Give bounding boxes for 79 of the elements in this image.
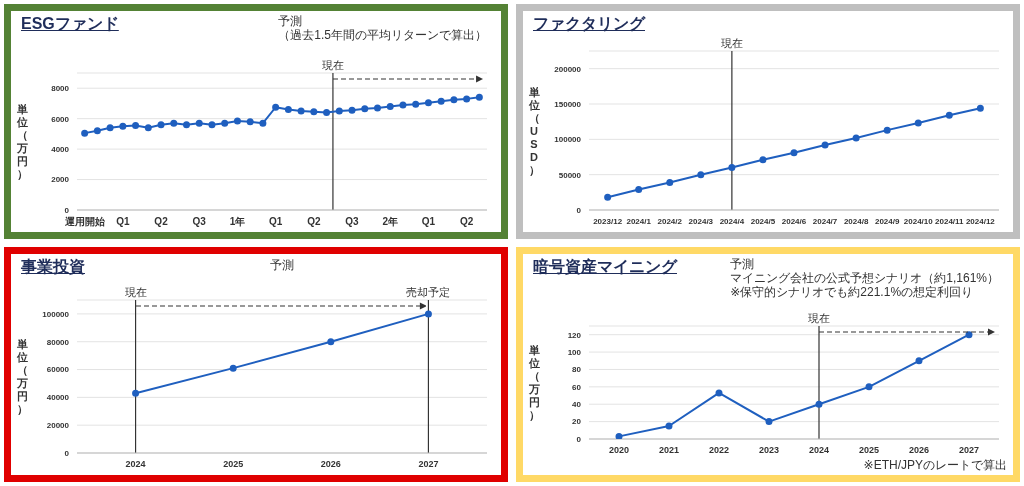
ref-line-label: 売却予定 [406,286,451,298]
x-tick-label: 2年 [382,216,399,228]
x-tick-label: 2024/11 [935,216,965,226]
text: 予測 [278,14,304,28]
x-tick-label: 2024/9 [874,216,900,226]
y-tick-label: 100000 [42,309,70,319]
x-tick-label: 2026 [908,445,930,456]
text: 予測 [730,257,756,271]
text: （過去1.5年間の平均リターンで算出） [278,28,487,42]
x-tick-label: 運用開始 [63,216,106,228]
x-tick-label: 1年 [229,216,246,228]
x-tick-label: Q1 [116,216,130,228]
x-tick-label: 2024/6 [781,216,807,226]
text: マイニング会社の公式予想シナリオ（約1,161%） [730,271,999,285]
ref-line-label: 現在 [720,37,743,49]
y-axis-title: 単位（万円） [15,337,29,416]
ref-line-label: 現在 [124,286,147,298]
x-tick-label: Q2 [459,216,474,228]
x-tick-label: 2021 [658,445,680,456]
y-tick-label: 60000 [46,365,70,375]
y-tick-label: 20 [572,417,582,427]
y-tick-label: 2000 [51,175,70,185]
y-tick-label: 6000 [51,114,70,124]
chart-title: ファクタリング [533,14,645,34]
x-tick-label: 2024/2 [657,216,683,226]
x-tick-label: 2024/5 [750,216,776,226]
y-tick-label: 80000 [46,337,70,347]
y-tick-label: 40 [572,400,582,410]
text: 予測 [270,258,294,272]
x-tick-label: Q1 [268,216,283,228]
y-tick-label: 0 [576,205,582,215]
y-tick-label: 8000 [51,84,70,94]
y-axis-title: 単位（万円） [527,343,541,422]
x-tick-label: 2025 [223,459,244,470]
x-tick-label: Q2 [154,216,169,228]
x-tick-label: 2027 [418,459,439,470]
y-tick-label: 0 [64,205,70,215]
y-tick-label: 100000 [554,135,582,145]
y-tick-label: 50000 [558,170,582,180]
chart-title: 暗号資産マイニング [533,257,677,277]
y-tick-label: 200000 [554,64,582,74]
y-tick-label: 20000 [46,421,70,431]
y-axis-title: 単位（USD） [527,85,541,176]
y-tick-label: 40000 [46,393,70,403]
x-tick-label: 2024/12 [965,216,996,226]
y-tick-label: 80 [572,365,582,375]
x-tick-label: 2024/1 [626,216,652,226]
y-axis-title: 単位（万円） [15,102,29,181]
x-tick-label: Q2 [307,216,321,228]
x-tick-label: 2024/4 [719,216,745,226]
y-tick-label: 150000 [554,99,582,109]
x-tick-label: 2020 [608,445,630,456]
x-tick-label: 2024/10 [903,216,934,226]
text: ※保守的シナリオでも約221.1%の想定利回り [730,285,975,299]
y-tick-label: 0 [576,434,582,444]
x-tick-label: Q1 [421,216,436,228]
x-tick-label: 2022 [708,445,730,456]
chart-title: 事業投資 [21,257,85,277]
x-tick-label: 2024 [125,459,146,470]
x-tick-label: 2024/8 [843,216,869,226]
text: 現在 [321,59,344,71]
ref-line-label: 現在 [808,312,830,324]
y-tick-label: 0 [64,448,70,458]
y-tick-label: 60 [572,382,582,392]
y-tick-label: 100 [567,347,582,357]
x-tick-label: 2026 [320,459,341,470]
x-tick-label: Q3 [345,216,360,228]
x-tick-label: 2023/12 [593,216,623,226]
x-tick-label: 2024/7 [812,216,838,226]
x-tick-label: 2024 [808,445,830,456]
x-tick-label: 2027 [958,445,980,456]
y-tick-label: 120 [567,330,582,340]
x-tick-label: 2025 [858,445,880,456]
text: ※ETH/JPYのレートで算出 [863,457,1007,474]
x-tick-label: Q3 [192,216,207,228]
x-tick-label: 2023 [758,445,780,456]
chart-title: ESGファンド [21,14,119,34]
y-tick-label: 4000 [51,144,70,154]
x-tick-label: 2024/3 [688,216,714,226]
